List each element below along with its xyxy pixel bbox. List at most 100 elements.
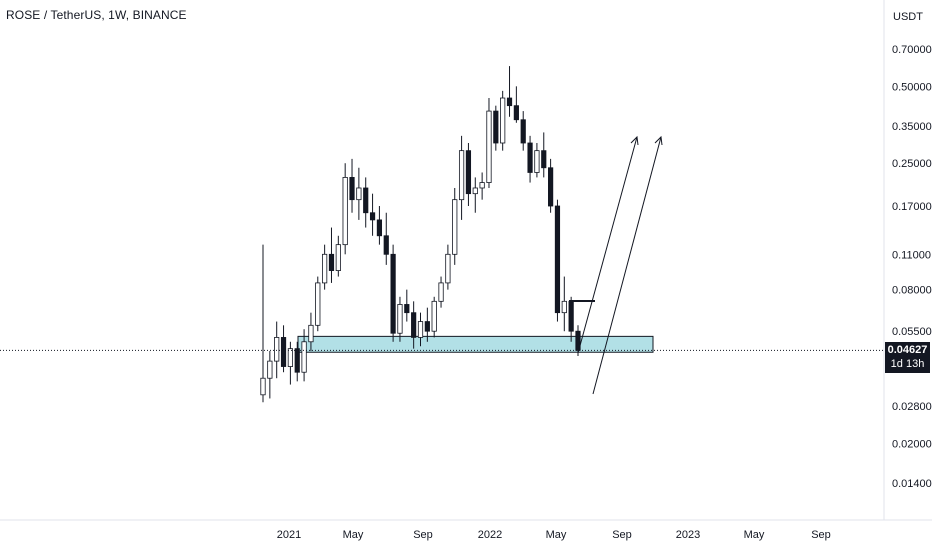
candle (486, 98, 492, 188)
candle-body (349, 177, 355, 201)
candle-body (438, 282, 444, 302)
candle (260, 244, 266, 403)
candle-body (363, 187, 369, 214)
candle-body (274, 337, 280, 362)
candle (383, 212, 389, 265)
chart-title: ROSE / TetherUS, 1W, BINANCE (6, 8, 187, 22)
candle (287, 341, 293, 385)
candle (493, 105, 499, 151)
candle-body (520, 119, 526, 144)
time-tick-label: 2023 (676, 529, 700, 541)
candle (308, 312, 314, 352)
candle (404, 289, 410, 322)
candle-body (260, 377, 266, 396)
candle (568, 296, 574, 342)
candle-body (294, 348, 300, 373)
currency-label: USDT (893, 11, 923, 23)
candle-body (417, 321, 424, 338)
candle-body (452, 199, 458, 255)
time-tick-label: Sep (413, 529, 433, 541)
candle (500, 90, 506, 151)
candle-body (506, 97, 513, 107)
candle (363, 177, 369, 228)
candle (527, 135, 533, 183)
price-axis[interactable]: 0.70000 0.50000 0.35000 0.25000 0.17000 0.110… (892, 44, 932, 490)
price-tick-label: 0.05500 (892, 326, 932, 338)
candle-body (335, 244, 341, 271)
arrowhead-1 (630, 135, 639, 146)
candle-body (390, 253, 396, 334)
price-tick-label: 0.02000 (892, 438, 932, 450)
candle-body (328, 253, 335, 271)
price-tick-label: 0.08000 (892, 285, 932, 297)
candle-body (534, 150, 540, 173)
candle-body (397, 304, 403, 334)
candle-body (458, 150, 465, 201)
candle-body (301, 341, 307, 373)
time-tick-label: 2022 (478, 529, 502, 541)
candle-body (500, 97, 506, 144)
time-tick-label: Sep (811, 529, 831, 541)
candle (369, 193, 376, 236)
candle-body (308, 324, 314, 343)
candle (280, 325, 287, 373)
current-price-badge: 0.04627 1d 13h (885, 342, 930, 374)
candle-body (376, 219, 383, 237)
candle (267, 351, 273, 399)
price-tick-label: 0.35000 (892, 121, 932, 133)
price-tick-label: 0.70000 (892, 44, 932, 56)
candle (315, 276, 321, 332)
candle (411, 301, 417, 349)
time-tick-label: May (546, 529, 567, 541)
candle (328, 227, 335, 283)
time-axis[interactable]: 2021 May Sep 2022 May Sep 2023 May Sep (277, 529, 831, 541)
candle (513, 86, 519, 123)
projection-arrow-2[interactable] (592, 136, 662, 395)
candle-body (287, 348, 293, 367)
candle (541, 132, 547, 178)
candle-body (322, 253, 328, 284)
candle (445, 244, 451, 290)
support-zone[interactable] (297, 335, 654, 353)
projection-arrow-1[interactable] (577, 136, 638, 354)
candle (534, 142, 540, 178)
candle (520, 111, 526, 151)
current-price-value: 0.04627 (887, 344, 928, 357)
candle (335, 235, 341, 277)
candle-body (486, 110, 492, 183)
candle (561, 276, 567, 332)
price-tick-label: 0.50000 (892, 81, 932, 93)
projection-arrows[interactable] (577, 135, 663, 395)
candle-body (280, 337, 287, 367)
candle (356, 167, 362, 220)
candle (390, 244, 396, 342)
candle-body (356, 187, 362, 201)
candle-body (445, 253, 451, 284)
candlesticks (260, 66, 581, 403)
candle-body (424, 321, 430, 332)
candle (397, 296, 403, 342)
candle-body (527, 142, 533, 173)
candle-body (465, 150, 472, 195)
candle (431, 296, 437, 338)
candle-body (431, 300, 437, 332)
candle (479, 172, 485, 200)
candle (452, 187, 458, 265)
candle-body (561, 300, 567, 314)
candle-body (411, 312, 417, 338)
candle (294, 341, 300, 382)
time-tick-label: 2021 (277, 529, 301, 541)
candle-body (541, 150, 547, 169)
candle-body (404, 304, 410, 314)
time-tick-label: May (744, 529, 765, 541)
candle-body (554, 205, 561, 314)
time-tick-label: Sep (612, 529, 632, 541)
price-tick-label: 0.01400 (892, 478, 932, 490)
arrowhead-2 (654, 135, 663, 146)
price-tick-label: 0.17000 (892, 201, 932, 213)
price-tick-label: 0.11000 (892, 249, 931, 261)
candle (554, 199, 561, 322)
candle (376, 206, 383, 245)
candle (349, 158, 355, 213)
